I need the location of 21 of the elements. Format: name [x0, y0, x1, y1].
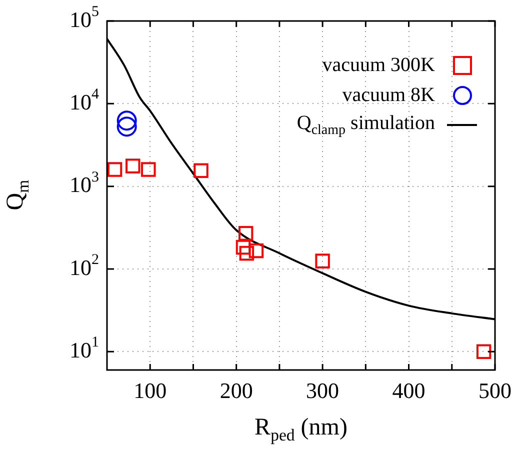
x-axis-title: R$_{ped}$ (nm) [254, 414, 348, 446]
legend-label: Q$_{clamp}$ simulation [296, 112, 435, 138]
point [236, 240, 251, 255]
point [248, 243, 264, 258]
x-tick-label: 200 [220, 378, 253, 403]
point [107, 162, 122, 177]
point [126, 158, 140, 174]
point [194, 163, 208, 178]
point [116, 110, 137, 131]
x-tick-label: 400 [392, 378, 426, 403]
point [239, 246, 254, 261]
x-tick-label: 500 [478, 378, 512, 403]
x-tick-label: 300 [306, 378, 340, 403]
point [238, 226, 254, 241]
point [116, 116, 137, 137]
x-tick-label: 100 [134, 378, 167, 403]
legend-label: vacuum 8K [342, 84, 435, 106]
legend-label: vacuum 300K [322, 54, 435, 76]
point [315, 254, 330, 268]
point [476, 344, 492, 360]
point [141, 162, 156, 177]
